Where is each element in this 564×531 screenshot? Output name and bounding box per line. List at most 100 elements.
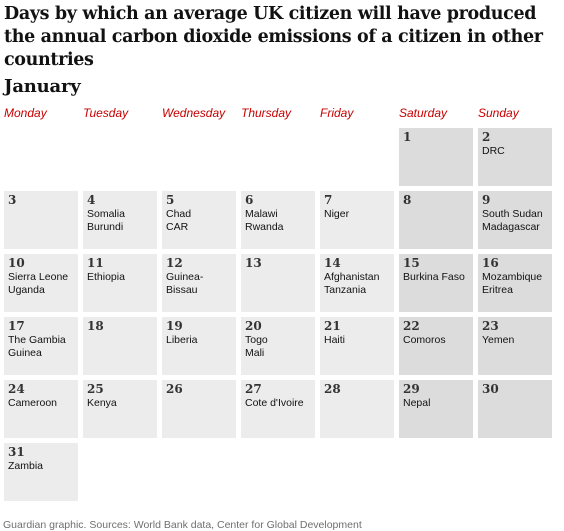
country-label: Kenya xyxy=(87,397,117,409)
calendar-day-5: 5 Chad CAR xyxy=(162,191,236,249)
month-heading: January xyxy=(4,76,81,97)
day-number: 15 xyxy=(403,256,420,270)
country-label: Eritrea xyxy=(482,283,513,296)
calendar-day-4: 4 Somalia Burundi xyxy=(83,191,157,249)
country-label: Guinea-Bissau xyxy=(166,271,204,296)
day-number: 18 xyxy=(87,319,104,333)
country-label: Burundi xyxy=(87,220,124,233)
country-label: Zambia xyxy=(8,460,44,472)
weekday-friday: Friday xyxy=(320,106,354,120)
calendar-day-8: 8 xyxy=(399,191,473,249)
day-number: 16 xyxy=(482,256,499,270)
country-label: South Sudan xyxy=(482,208,543,220)
country-label: Cameroon xyxy=(8,397,58,409)
day-number: 2 xyxy=(482,130,491,144)
calendar-day-26: 26 xyxy=(162,380,236,438)
day-number: 5 xyxy=(166,193,175,207)
country-label: Madagascar xyxy=(482,220,540,233)
calendar-day-11: 11 Ethiopia xyxy=(83,254,157,312)
day-number: 19 xyxy=(166,319,183,333)
calendar-day-21: 21 Haiti xyxy=(320,317,394,375)
country-label: Nepal xyxy=(403,397,431,409)
day-number: 10 xyxy=(8,256,25,270)
weekday-monday: Monday xyxy=(4,106,47,120)
day-number: 13 xyxy=(245,256,262,270)
day-number: 11 xyxy=(87,256,104,270)
weekday-header: Monday Tuesday Wednesday Thursday Friday… xyxy=(4,106,564,122)
weekday-sunday: Sunday xyxy=(478,106,519,120)
day-number: 1 xyxy=(403,130,412,144)
country-label: Sierra Leone xyxy=(8,271,69,283)
calendar-day-6: 6 Malawi Rwanda xyxy=(241,191,315,249)
source-note: Guardian graphic. Sources: World Bank da… xyxy=(3,519,362,531)
calendar-day-1: 1 xyxy=(399,128,473,186)
calendar-day-31: 31 Zambia xyxy=(4,443,78,501)
day-number: 17 xyxy=(8,319,25,333)
country-label: Guinea xyxy=(8,346,42,359)
chart-title: Days by which an average UK citizen will… xyxy=(4,4,543,70)
calendar-day-12: 12 Guinea-Bissau xyxy=(162,254,236,312)
weekday-saturday: Saturday xyxy=(399,106,448,120)
calendar-day-28: 28 xyxy=(320,380,394,438)
day-number: 21 xyxy=(324,319,341,333)
day-number: 29 xyxy=(403,382,420,396)
calendar-day-18: 18 xyxy=(83,317,157,375)
country-label: The Gambia xyxy=(8,334,66,346)
country-label: Afghanistan xyxy=(324,271,380,283)
day-number: 23 xyxy=(482,319,499,333)
weekday-wednesday: Wednesday xyxy=(162,106,226,120)
day-number: 9 xyxy=(482,193,491,207)
country-label: Somalia xyxy=(87,208,125,220)
day-number: 28 xyxy=(324,382,341,396)
calendar-day-25: 25 Kenya xyxy=(83,380,157,438)
country-label: Rwanda xyxy=(245,220,284,233)
calendar-day-9: 9 South Sudan Madagascar xyxy=(478,191,552,249)
day-number: 14 xyxy=(324,256,341,270)
calendar-day-20: 20 Togo Mali xyxy=(241,317,315,375)
country-label: Liberia xyxy=(166,334,198,346)
day-number: 12 xyxy=(166,256,183,270)
country-label: Malawi xyxy=(245,208,278,220)
day-number: 20 xyxy=(245,319,262,333)
calendar-day-29: 29 Nepal xyxy=(399,380,473,438)
day-number: 3 xyxy=(8,193,17,207)
calendar-day-10: 10 Sierra Leone Uganda xyxy=(4,254,78,312)
calendar-day-15: 15 Burkina Faso xyxy=(399,254,473,312)
country-label: Mali xyxy=(245,346,265,359)
calendar-day-30: 30 xyxy=(478,380,552,438)
country-label: DRC xyxy=(482,145,505,157)
calendar-day-19: 19 Liberia xyxy=(162,317,236,375)
country-label: Niger xyxy=(324,208,350,220)
country-label: CAR xyxy=(166,220,189,233)
day-number: 7 xyxy=(324,193,333,207)
country-label: Ethiopia xyxy=(87,271,125,283)
calendar-day-24: 24 Cameroon xyxy=(4,380,78,438)
calendar-day-23: 23 Yemen xyxy=(478,317,552,375)
country-label: Burkina Faso xyxy=(403,271,465,283)
calendar-day-16: 16 Mozambique Eritrea xyxy=(478,254,552,312)
country-label: Yemen xyxy=(482,334,515,346)
calendar-day-3: 3 xyxy=(4,191,78,249)
calendar-day-17: 17 The Gambia Guinea xyxy=(4,317,78,375)
calendar-day-7: 7 Niger xyxy=(320,191,394,249)
country-label: Togo xyxy=(245,334,268,346)
country-label: Uganda xyxy=(8,283,45,296)
weekday-tuesday: Tuesday xyxy=(83,106,129,120)
day-number: 6 xyxy=(245,193,254,207)
day-number: 25 xyxy=(87,382,104,396)
calendar-day-27: 27 Cote d'Ivoire xyxy=(241,380,315,438)
calendar-day-2: 2 DRC xyxy=(478,128,552,186)
day-number: 27 xyxy=(245,382,262,396)
day-number: 22 xyxy=(403,319,420,333)
country-label: Chad xyxy=(166,208,192,220)
calendar-day-22: 22 Comoros xyxy=(399,317,473,375)
day-number: 8 xyxy=(403,193,412,207)
calendar-day-14: 14 Afghanistan Tanzania xyxy=(320,254,394,312)
day-number: 26 xyxy=(166,382,183,396)
weekday-thursday: Thursday xyxy=(241,106,292,120)
country-label: Cote d'Ivoire xyxy=(245,397,304,409)
calendar-day-13: 13 xyxy=(241,254,315,312)
day-number: 31 xyxy=(8,445,25,459)
country-label: Tanzania xyxy=(324,283,367,296)
country-label: Comoros xyxy=(403,334,446,346)
